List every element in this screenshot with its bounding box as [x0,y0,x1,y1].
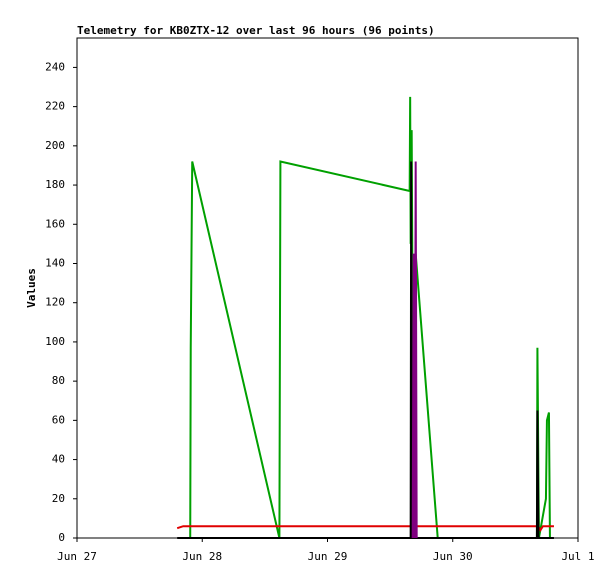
y-tick-label: 220 [45,100,65,113]
y-tick-label: 0 [58,531,65,544]
x-tick-label: Jun 30 [433,550,473,563]
x-tick-label: Jun 29 [308,550,348,563]
y-tick-label: 80 [52,374,65,387]
y-axis-label: Values [25,268,38,308]
y-tick-label: 120 [45,296,65,309]
y-tick-label: 60 [52,413,65,426]
x-tick-label: Jun 27 [57,550,97,563]
y-tick-label: 140 [45,256,65,269]
plot-area [76,37,579,539]
chart-title: Telemetry for KB0ZTX-12 over last 96 hou… [77,24,435,37]
series-line [177,161,554,539]
y-tick-label: 180 [45,178,65,191]
x-tick-label: Jun 28 [182,550,222,563]
x-tick-label: Jul 1 [561,550,594,563]
y-tick-label: 240 [45,60,65,73]
y-tick-label: 160 [45,217,65,230]
y-tick-label: 20 [52,492,65,505]
y-tick-label: 100 [45,335,65,348]
series-line [411,161,418,539]
y-tick-label: 200 [45,139,65,152]
y-tick-label: 40 [52,453,65,466]
